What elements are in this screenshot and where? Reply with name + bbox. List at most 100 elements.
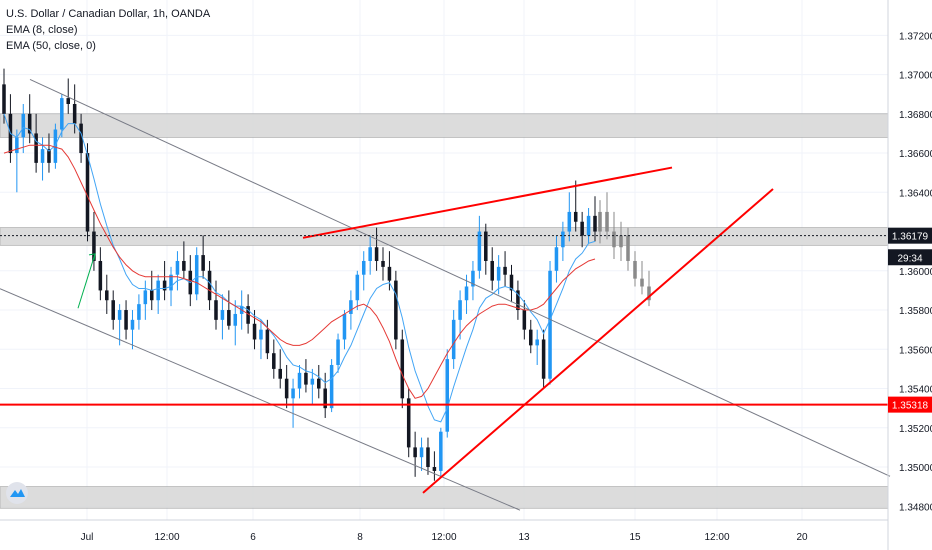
candle-body — [349, 300, 353, 314]
y-tick-label: 1.36000 — [899, 267, 932, 278]
candle-body — [2, 84, 6, 114]
candle-body — [432, 467, 437, 471]
candle-body — [528, 329, 533, 346]
candle-body — [387, 266, 392, 281]
x-tick-label: Jul — [81, 532, 94, 543]
candle-body — [477, 231, 482, 271]
candle-body — [355, 274, 360, 301]
candle-body — [60, 98, 64, 130]
candle-body — [548, 270, 552, 379]
ema50-line — [3, 144, 596, 399]
candle-body — [162, 280, 167, 291]
candle-body — [580, 221, 584, 236]
sr-zone — [0, 486, 889, 509]
candle-body — [381, 260, 385, 267]
candle-body — [406, 398, 411, 448]
y-tick-label: 1.35400 — [899, 385, 932, 396]
candle-body — [573, 211, 578, 222]
candle-body — [291, 388, 295, 399]
candle-body — [554, 247, 559, 271]
candle-body — [426, 447, 430, 468]
candle-body — [464, 286, 469, 301]
candle-body — [567, 211, 572, 232]
candle-body — [593, 215, 597, 232]
x-tick-label: 13 — [518, 532, 530, 543]
candle-body — [214, 300, 218, 320]
candle-body — [85, 153, 90, 232]
candle-body — [194, 255, 199, 295]
y-tick-label: 1.35800 — [899, 306, 932, 317]
candle-body — [329, 364, 334, 409]
candle-body — [516, 290, 520, 311]
candle-body — [72, 104, 77, 124]
candle-body — [92, 231, 96, 261]
candle-body — [413, 447, 417, 458]
green-arrow-shaft — [77, 253, 96, 309]
candle-body — [419, 447, 424, 458]
candle-body — [310, 378, 315, 385]
candle-body — [105, 290, 109, 301]
x-tick-label: 6 — [250, 532, 256, 543]
instrument-title: U.S. Dollar / Canadian Dollar, 1h, OANDA — [6, 8, 211, 20]
candle-body — [471, 270, 475, 287]
y-tick-label: 1.37200 — [899, 31, 932, 42]
candle-body — [130, 319, 135, 330]
candle-body — [496, 266, 501, 281]
price-label-text: 1.35318 — [892, 401, 929, 412]
y-tick-label: 1.36400 — [899, 188, 932, 199]
projected-bar-body — [605, 211, 609, 232]
candle-body — [175, 260, 180, 275]
candle-body — [445, 359, 450, 432]
trendline — [0, 288, 521, 511]
candle-body — [79, 123, 83, 154]
projected-bar-body — [647, 286, 651, 301]
x-tick-label: 12:00 — [154, 532, 179, 543]
y-tick-label: 1.36600 — [899, 149, 932, 160]
candle-body — [252, 323, 257, 340]
projected-bar-body — [598, 211, 602, 232]
candle-body — [361, 260, 366, 275]
candle-body — [368, 247, 372, 261]
x-tick-label: 12:00 — [431, 532, 456, 543]
candle-body — [458, 300, 462, 320]
y-tick-label: 1.34800 — [899, 502, 932, 513]
price-label-box — [888, 227, 932, 244]
ema8-legend: EMA (8, close) — [6, 24, 78, 36]
candle-body — [53, 129, 58, 163]
ema50-legend: EMA (50, close, 0) — [6, 40, 96, 52]
candle-body — [169, 274, 173, 291]
candle-body — [34, 133, 38, 163]
candle-body — [586, 215, 591, 236]
x-tick-label: 8 — [357, 532, 363, 543]
candle-body — [323, 388, 327, 409]
candle-body — [117, 310, 122, 320]
candle-body — [21, 113, 26, 138]
candle-body — [149, 290, 154, 301]
candle-body — [304, 372, 308, 385]
candle-body — [561, 231, 565, 248]
candle-body — [374, 247, 379, 261]
x-tick-label: 15 — [629, 532, 641, 543]
price-label-text: 1.36179 — [892, 232, 929, 243]
tradingview-logo-icon[interactable] — [6, 482, 28, 504]
candle-body — [27, 113, 32, 134]
candle-body — [201, 255, 205, 271]
candle-body — [207, 270, 212, 301]
price-label-box — [888, 249, 932, 266]
candle-body — [509, 274, 514, 291]
candle-body — [394, 280, 398, 340]
candle-body — [278, 368, 282, 379]
x-tick-label: 20 — [796, 532, 808, 543]
sr-zone — [0, 227, 889, 246]
candle-body — [451, 319, 456, 360]
candle-body — [272, 353, 276, 369]
y-tick-label: 1.35000 — [899, 463, 932, 474]
candle-body — [317, 378, 321, 389]
candle-body — [220, 310, 225, 320]
candle-body — [156, 280, 160, 301]
projected-bar-body — [619, 235, 623, 248]
candle-body — [342, 313, 347, 340]
